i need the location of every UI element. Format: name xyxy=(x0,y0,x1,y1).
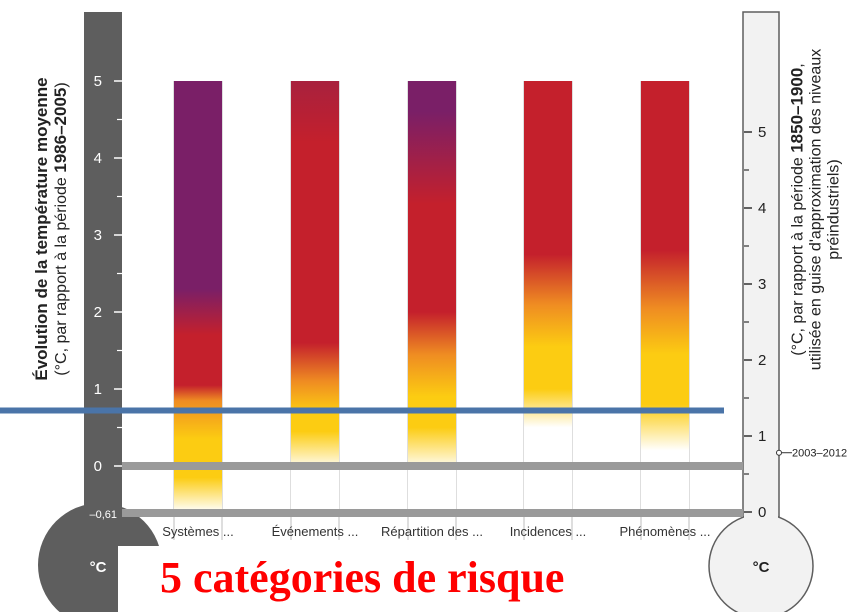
category-label: Répartition des ... xyxy=(381,524,483,539)
right-axis-tick-label: 1 xyxy=(758,428,766,445)
risk-categories-caption: 5 catégories de risque xyxy=(160,553,565,602)
right-axis-label: (°C, par rapport à la période 1850–1900,… xyxy=(787,20,844,400)
right-axis-label-line3: préindustriels) xyxy=(825,159,843,260)
axes: 0 1 2 3 4 5 –0,61 0 1 2 3 4 5 2003–2012 xyxy=(89,73,847,521)
category-label: Événements ... xyxy=(272,524,359,539)
right-axis-tick-label: 2 xyxy=(758,352,766,369)
left-axis-label-suffix: ) xyxy=(53,82,70,88)
right-axis-label-line2: utilisée en guise d'approximation des ni… xyxy=(807,48,825,371)
left-axis-tick-label: 4 xyxy=(94,150,102,167)
reference-lines xyxy=(0,407,743,612)
caption-backdrop xyxy=(118,546,708,612)
right-axis-tick-label: 3 xyxy=(758,276,766,293)
right-thermometer-join xyxy=(744,500,778,530)
risk-bar xyxy=(291,81,339,512)
right-thermometer-tube xyxy=(742,11,780,553)
left-axis-label-bold: Évolution de la température moyenne xyxy=(32,77,51,381)
left-axis-tick-label: 3 xyxy=(94,227,102,244)
category-label: Incidences ... xyxy=(510,524,587,539)
left-axis-tick-label: 2 xyxy=(94,304,102,321)
left-axis-tick-label: 5 xyxy=(94,73,102,90)
left-thermometer-tube xyxy=(84,12,122,552)
risk-bar xyxy=(408,81,456,512)
right-axis-label-period: 1850–1900 xyxy=(787,67,807,153)
category-label: Systèmes ... xyxy=(162,524,234,539)
right-axis-tick-label: 0 xyxy=(758,504,766,521)
period-marker-dot xyxy=(776,449,782,456)
risk-bar xyxy=(641,81,689,512)
right-axis-label-suffix: , xyxy=(789,63,807,68)
right-axis-label-prefix: (°C, par rapport à la période xyxy=(789,152,807,356)
risk-bar xyxy=(524,81,572,512)
left-axis-extra-tick-label: –0,61 xyxy=(89,509,117,521)
right-axis-tick-label: 5 xyxy=(758,124,766,141)
left-axis-label-prefix: (°C, par rapport à la période xyxy=(53,172,70,376)
left-axis-label-period: 1986–2005 xyxy=(51,87,70,173)
left-thermometer-unit: °C xyxy=(90,559,107,576)
left-axis-label: Évolution de la température moyenne (°C,… xyxy=(32,9,71,449)
left-axis-tick-label: 0 xyxy=(94,458,102,475)
category-label: Phénomènes ... xyxy=(619,524,710,539)
right-thermometer-unit: °C xyxy=(753,559,770,576)
period-marker-label: 2003–2012 xyxy=(792,448,847,460)
risk-bars: Systèmes ... Événements ... Répartition de… xyxy=(162,81,711,540)
right-axis-tick-label: 4 xyxy=(758,200,766,217)
left-axis-tick-label: 1 xyxy=(94,381,102,398)
risk-bar xyxy=(174,81,222,512)
